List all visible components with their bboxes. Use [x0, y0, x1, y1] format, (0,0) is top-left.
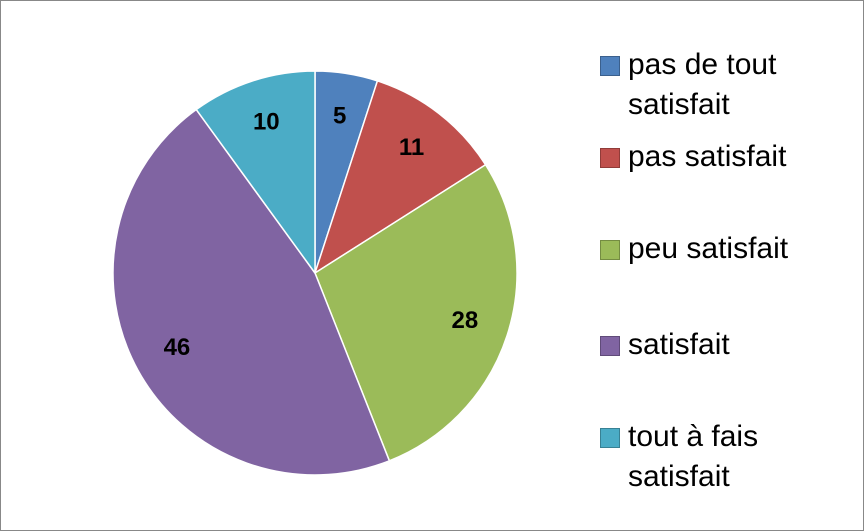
data-label: 28: [451, 307, 478, 334]
legend-item: pas de tout satisfait: [600, 45, 850, 125]
legend-swatch: [600, 56, 620, 76]
legend-swatch: [600, 148, 620, 168]
legend-swatch: [600, 240, 620, 260]
data-label: 5: [333, 103, 346, 130]
data-label: 10: [253, 108, 280, 135]
pie-slice: [112, 108, 391, 476]
legend-label: peu satisfait: [628, 232, 789, 265]
legend-item: peu satisfait: [600, 229, 850, 269]
data-label: 11: [399, 134, 424, 161]
legend-item: pas satisfait: [600, 137, 850, 177]
legend-swatch: [600, 428, 620, 448]
legend-label: tout à fais satisfait: [628, 420, 759, 493]
legend-item: tout à fais satisfait: [600, 417, 850, 497]
legend-label: pas de tout satisfait: [628, 48, 777, 121]
pie-slice: [313, 79, 487, 275]
pie-slice: [195, 70, 316, 276]
data-label: 46: [164, 334, 191, 361]
legend-label: pas satisfait: [628, 140, 787, 173]
pie-slice: [314, 163, 518, 462]
legend-item: satisfait: [600, 325, 850, 365]
legend-swatch: [600, 336, 620, 356]
legend-label: satisfait: [628, 328, 730, 361]
